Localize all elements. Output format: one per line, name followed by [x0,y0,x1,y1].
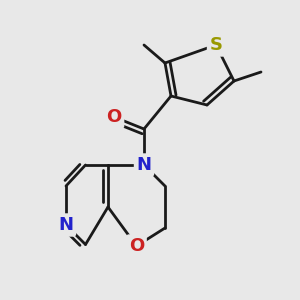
Text: N: N [58,216,74,234]
Text: S: S [209,36,223,54]
Text: N: N [136,156,152,174]
Text: O: O [129,237,144,255]
Text: O: O [106,108,122,126]
